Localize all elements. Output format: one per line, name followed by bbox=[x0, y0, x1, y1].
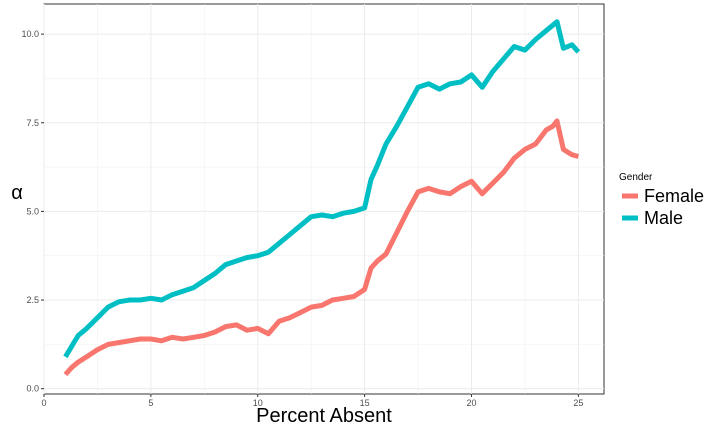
legend-label-female: Female bbox=[644, 186, 704, 206]
x-axis-title: Percent Absent bbox=[256, 405, 392, 427]
y-tick-label: 0.0 bbox=[26, 384, 39, 394]
y-tick-label: 5.0 bbox=[26, 206, 39, 216]
plot-panel bbox=[43, 3, 605, 395]
series-lines bbox=[63, 19, 581, 377]
y-tick-label: 7.5 bbox=[26, 118, 39, 128]
x-tick-label: 20 bbox=[466, 398, 476, 408]
x-tick-label: 15 bbox=[360, 398, 370, 408]
series-line-male bbox=[63, 19, 581, 359]
x-tick-label: 25 bbox=[573, 398, 583, 408]
y-tick-label: 2.5 bbox=[26, 295, 39, 305]
series-line-female bbox=[63, 118, 580, 377]
y-tick-label: 10.0 bbox=[21, 29, 39, 39]
x-tick-label: 10 bbox=[253, 398, 263, 408]
x-tick-label: 5 bbox=[148, 398, 153, 408]
x-tick-label: 0 bbox=[41, 398, 46, 408]
legend-label-male: Male bbox=[644, 208, 683, 228]
axes: 0 5 10 15 20 25 0.0 2.5 5.0 7.5 10.0 bbox=[21, 29, 583, 408]
y-axis-title: α bbox=[11, 182, 23, 204]
legend-title: Gender bbox=[619, 172, 653, 183]
